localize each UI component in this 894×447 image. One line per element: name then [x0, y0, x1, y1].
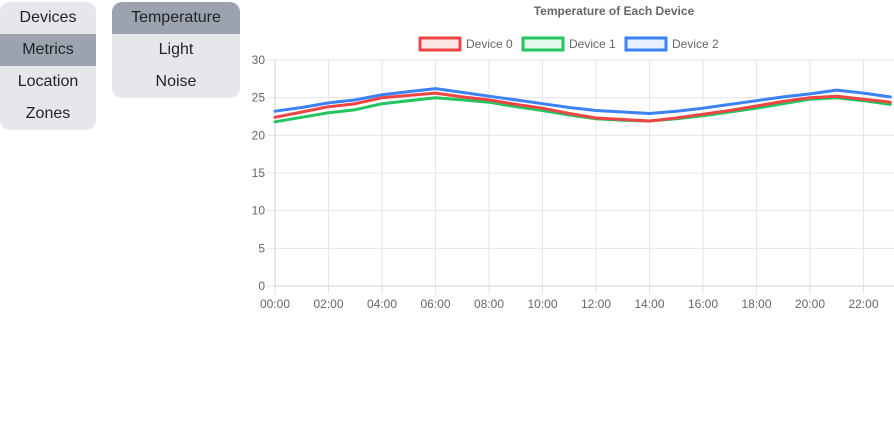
nav-item-devices[interactable]: Devices: [19, 9, 77, 26]
legend-label: Device 0: [466, 37, 513, 51]
x-tick-label: 14:00: [634, 297, 664, 311]
legend-item-device-2[interactable]: Device 2: [624, 36, 719, 52]
x-tick-label: 02:00: [313, 297, 343, 311]
chart-canvas: Temperature of Each Device Device 0 Device…: [252, 4, 894, 311]
y-tick-label: 30: [252, 53, 266, 67]
y-tick-label: 0: [258, 279, 265, 293]
x-tick-label: 16:00: [688, 297, 718, 311]
y-tick-label: 20: [252, 128, 266, 142]
metrics-menu: Temperature Light Noise: [112, 2, 240, 98]
y-tick-label: 15: [252, 166, 266, 180]
metric-item-temperature[interactable]: Temperature: [112, 2, 240, 34]
y-tick-label: 10: [252, 204, 266, 218]
y-tick-label: 5: [258, 241, 265, 255]
temperature-line-chart: Temperature of Each Device Device 0 Device…: [240, 0, 894, 320]
metric-item-noise[interactable]: Noise: [155, 73, 197, 90]
nav-item-location[interactable]: Location: [17, 73, 79, 90]
x-tick-label: 08:00: [474, 297, 504, 311]
legend-swatch: [418, 36, 462, 52]
x-tick-label: 06:00: [420, 297, 450, 311]
legend-label: Device 2: [672, 37, 719, 51]
chart-title: Temperature of Each Device: [534, 4, 695, 18]
x-tick-label: 00:00: [260, 297, 290, 311]
legend-item-device-0[interactable]: Device 0: [418, 36, 513, 52]
legend-label: Device 1: [569, 37, 616, 51]
x-tick-label: 12:00: [581, 297, 611, 311]
nav-item-metrics[interactable]: Metrics: [0, 34, 96, 66]
x-tick-label: 22:00: [848, 297, 878, 311]
y-tick-label: 25: [252, 91, 266, 105]
main-nav-menu: Devices Metrics Location Zones: [0, 2, 96, 130]
legend-item-device-1[interactable]: Device 1: [521, 36, 616, 52]
legend-swatch: [521, 36, 565, 52]
series-line-device-0: [273, 91, 892, 123]
nav-item-zones[interactable]: Zones: [25, 105, 71, 122]
x-tick-label: 10:00: [527, 297, 557, 311]
legend-swatch: [624, 36, 668, 52]
x-tick-label: 04:00: [367, 297, 397, 311]
x-tick-label: 18:00: [741, 297, 771, 311]
metric-item-light[interactable]: Light: [158, 41, 194, 58]
x-tick-label: 20:00: [795, 297, 825, 311]
series-line-device-2: [273, 87, 892, 115]
